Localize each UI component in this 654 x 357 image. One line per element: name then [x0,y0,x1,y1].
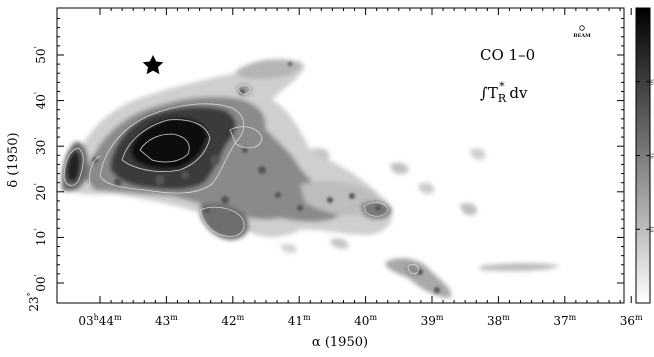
y-tick-label: 40' [33,92,48,109]
x-tick-label: 40m [354,313,377,328]
panel-label-line2: ∫TR* dv [480,80,528,105]
y-tick-label: 23° [26,292,41,311]
x-tick-label: 37m [553,313,576,328]
y-tick-label: 00' [33,274,48,291]
y-tick-label: 10' [33,229,48,246]
panel-label-tail: dv [505,84,528,102]
beam-label: BEAM [573,33,591,39]
x-tick-label: 36m [620,313,643,328]
y-tick-label: 20' [33,183,48,200]
x-tick-label: 42m [221,313,244,328]
contour-lines [63,84,419,274]
integral-symbol: ∫T [480,84,498,102]
co-emission-map [61,59,560,298]
panel-label-line1: CO 1–0 [480,46,535,64]
x-tick-label: 39m [421,313,444,328]
star-marker [142,55,164,75]
y-axis-title: δ (1950) [6,132,21,187]
colorbar-tick-label: 20 [648,152,654,158]
colorbar-ticks: 30 20 10 [636,79,654,232]
x-axis-title: α (1950) [312,335,368,350]
panel-label-subscript: R [498,92,507,105]
y-tick-label: 30' [33,137,48,154]
beam-indicator: BEAM [573,25,591,39]
colorbar-tick-label: 10 [648,226,654,232]
y-axis-ticks: 50' 40' 30' 20' 10' 00'23° [26,18,624,312]
y-tick-label: 50' [33,46,48,63]
x-tick-label: 03h44m [78,313,122,328]
colorbar: 30 20 10 [635,7,654,304]
panel-label-superscript: * [499,80,505,93]
colorbar-tick-label: 30 [648,79,654,85]
x-axis-ticks: 03h44m 43m 42m 41m 40m 39m 38m 37m 36m [78,8,643,328]
x-tick-label: 38m [487,313,510,328]
x-tick-label: 43m [155,313,178,328]
x-tick-label: 41m [288,313,311,328]
